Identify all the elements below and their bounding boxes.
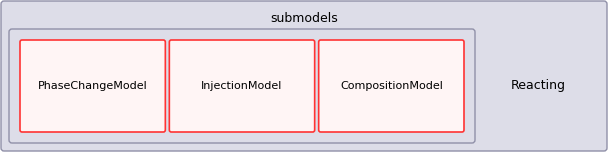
Text: InjectionModel: InjectionModel xyxy=(201,81,283,91)
FancyBboxPatch shape xyxy=(1,1,607,151)
FancyBboxPatch shape xyxy=(20,40,166,132)
Text: submodels: submodels xyxy=(270,12,338,24)
Text: CompositionModel: CompositionModel xyxy=(340,81,443,91)
Text: PhaseChangeModel: PhaseChangeModel xyxy=(38,81,147,91)
FancyBboxPatch shape xyxy=(169,40,315,132)
FancyBboxPatch shape xyxy=(319,40,464,132)
FancyBboxPatch shape xyxy=(9,29,475,143)
Text: Reacting: Reacting xyxy=(511,79,566,93)
